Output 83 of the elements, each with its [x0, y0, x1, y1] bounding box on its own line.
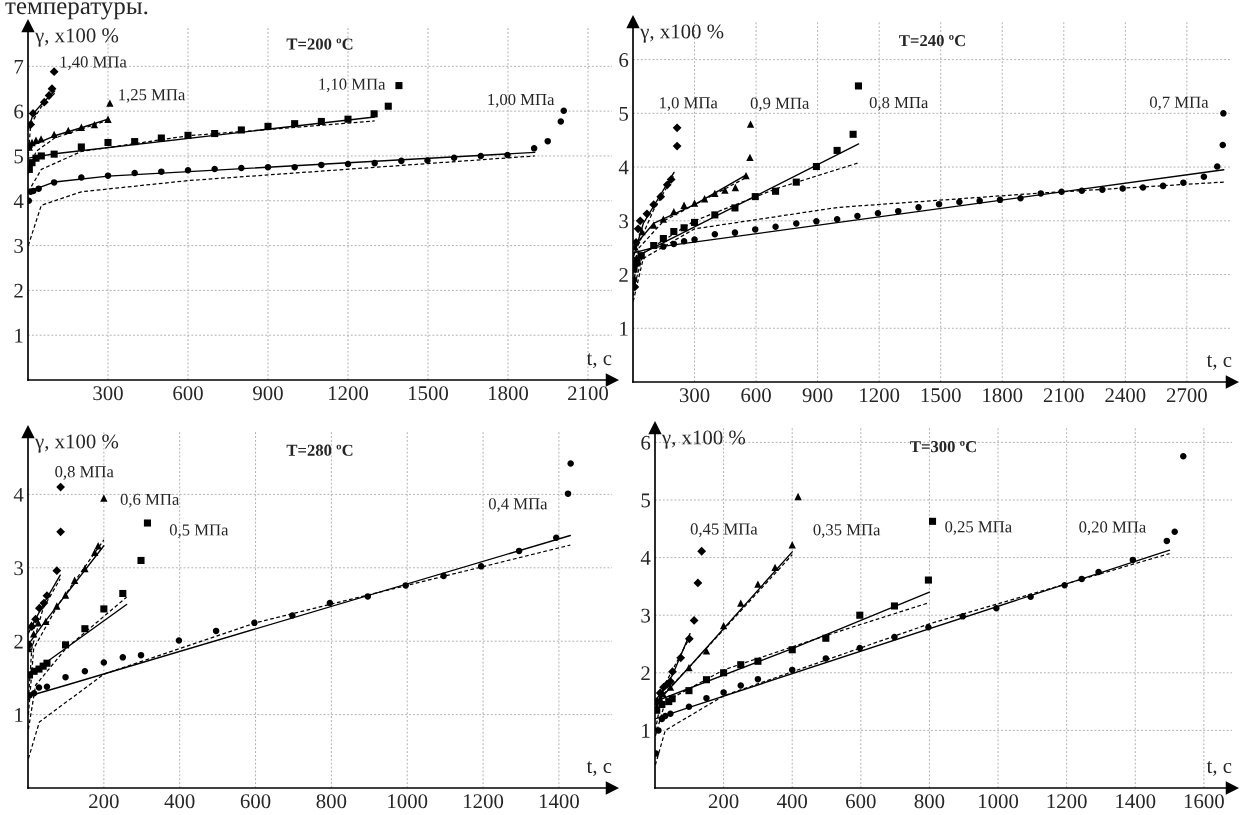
x-tick-label: 2100 — [1043, 388, 1084, 403]
x-tick-label: 400 — [164, 794, 195, 809]
y-tick-label: 7 — [14, 59, 24, 74]
series-label: 1,0 МПа — [660, 97, 718, 111]
x-axis-title: t, c — [1206, 761, 1232, 776]
x-tick-label: 1000 — [388, 794, 428, 809]
y-axis-title: γ, x100 % — [34, 434, 119, 453]
y-tick-label: 4 — [13, 194, 24, 208]
x-tick-label: 1400 — [539, 794, 579, 809]
text: T=200 ºC — [286, 38, 353, 50]
x-tick-label: 400 — [777, 794, 808, 809]
y-axis-title: γ, x100 % — [34, 28, 119, 47]
y-axis-title: γ, x100 % — [640, 24, 724, 43]
series-label: 0,7 МПа — [1149, 96, 1209, 111]
x-tick-label: 900 — [802, 388, 833, 403]
series-label: 0,8 МПа — [55, 466, 114, 480]
y-tick-label: 6 — [641, 435, 651, 450]
x-tick-label: 2100 — [568, 386, 609, 401]
y-tick-label: 3 — [619, 214, 629, 229]
x-tick-label: 1200 — [329, 386, 369, 401]
y-tick-label: 6 — [14, 104, 24, 119]
x-tick-label: 800 — [316, 794, 347, 809]
y-tick-label: 6 — [619, 53, 629, 68]
x-axis-title: t, c — [1206, 355, 1232, 370]
text: T=240 ºC — [899, 34, 965, 47]
x-tick-label: 600 — [741, 388, 771, 403]
y-tick-label: 4 — [618, 160, 629, 175]
y-tick-label: 1 — [620, 321, 628, 336]
series-label: 0,8 МПа — [869, 96, 929, 111]
x-tick-label: 600 — [173, 386, 203, 401]
y-tick-label: 4 — [13, 487, 24, 502]
text: T=280 ºC — [286, 444, 353, 456]
x-tick-label: 1000 — [979, 794, 1019, 809]
y-tick-label: 5 — [641, 493, 651, 508]
x-tick-label: 1200 — [464, 794, 504, 809]
y-tick-label: 2 — [619, 267, 628, 282]
x-tick-label: 1200 — [1047, 794, 1087, 809]
y-tick-label: 3 — [14, 239, 24, 253]
y-tick-label: 2 — [14, 283, 23, 298]
series-label: 1,00 МПа — [488, 93, 555, 108]
y-tick-label: 1 — [15, 708, 23, 722]
x-tick-label: 600 — [240, 794, 271, 809]
y-tick-label: 1 — [15, 328, 23, 343]
series-label: 1,10 МПа — [319, 78, 386, 93]
y-tick-label: 4 — [640, 551, 651, 565]
series-label: 1,40 МПа — [60, 56, 127, 70]
series-label: 0,45 МПа — [690, 523, 758, 537]
series-label: 1,25 МПа — [119, 89, 186, 103]
x-tick-label: 800 — [914, 794, 945, 809]
series-label: 0,20 МПа — [1079, 521, 1147, 536]
x-tick-label: 2700 — [1166, 388, 1207, 403]
x-tick-label: 300 — [679, 388, 710, 403]
x-tick-label: 600 — [846, 794, 876, 809]
series-label: 0,5 МПа — [169, 524, 229, 538]
x-axis-title: t, c — [586, 353, 612, 369]
series-label: 0,4 МПа — [488, 498, 548, 512]
series-label: 0,9 МПа — [750, 97, 810, 112]
x-tick-label: 300 — [93, 386, 123, 401]
x-tick-label: 1500 — [921, 388, 961, 403]
x-tick-label: 1200 — [860, 388, 900, 403]
x-tick-label: 1400 — [1116, 794, 1156, 809]
y-tick-label: 5 — [619, 106, 629, 121]
text: температуры. — [5, 2, 148, 20]
x-axis-title: t, c — [586, 761, 612, 777]
y-tick-label: 3 — [641, 608, 651, 623]
x-tick-label: 2400 — [1105, 388, 1146, 403]
x-tick-label: 1800 — [983, 388, 1023, 403]
y-tick-label: 3 — [14, 561, 24, 576]
series-label: 0,35 МПа — [813, 524, 881, 538]
y-tick-label: 2 — [641, 666, 650, 681]
y-tick-label: 1 — [642, 723, 650, 738]
x-tick-label: 1500 — [409, 386, 449, 401]
text: T=300 ºC — [910, 440, 976, 453]
series-label: 0,6 МПа — [120, 493, 180, 508]
y-tick-label: 2 — [14, 634, 23, 649]
x-tick-label: 900 — [253, 386, 283, 401]
y-axis-title: γ, x100 % — [661, 430, 746, 449]
series-label: 0,25 МПа — [945, 521, 1012, 535]
x-tick-label: 200 — [89, 794, 119, 809]
x-tick-label: 1800 — [489, 386, 529, 401]
y-tick-label: 5 — [14, 149, 24, 164]
x-tick-label: 1600 — [1184, 794, 1224, 809]
x-tick-label: 200 — [708, 794, 739, 809]
